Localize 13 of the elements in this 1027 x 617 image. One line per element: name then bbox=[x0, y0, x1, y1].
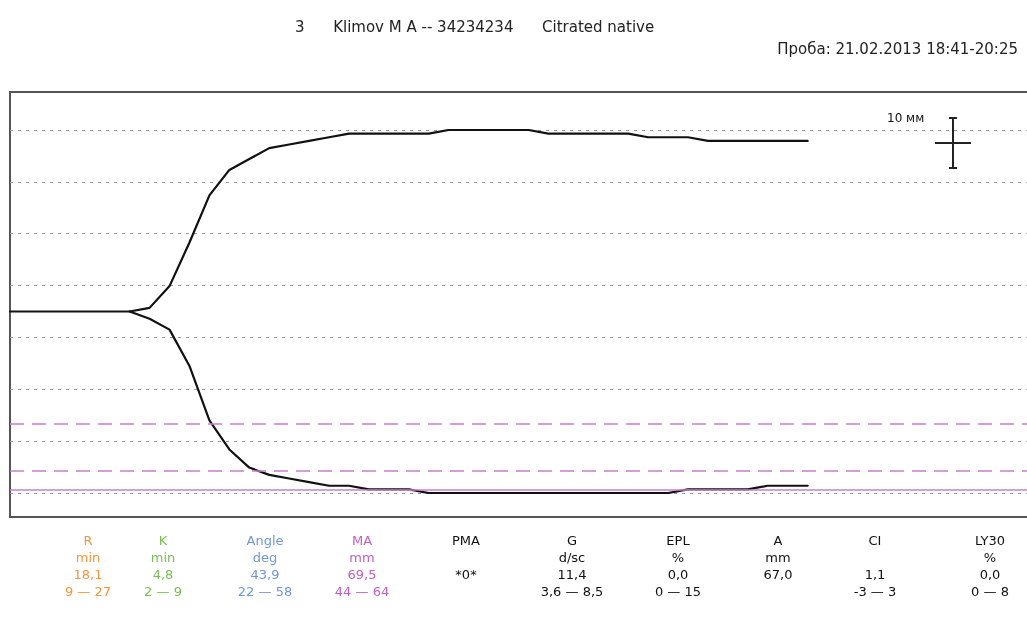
text: CI 1,1 -3 — 3 bbox=[853, 533, 897, 599]
text: Angle deg 43,9 22 — 58 bbox=[237, 533, 293, 599]
text: 10 мм bbox=[887, 111, 925, 125]
text: K min 4,8 2 — 9 bbox=[144, 533, 182, 599]
text: PMA *0* bbox=[452, 533, 480, 582]
text: MA mm 69,5 44 — 64 bbox=[334, 533, 390, 599]
text: EPL % 0,0 0 — 15 bbox=[654, 533, 702, 599]
text: LY30 % 0,0 0 — 8 bbox=[971, 533, 1009, 599]
chart-title: 3 Klimov M A -- 34234234 Citrated native bbox=[295, 17, 655, 36]
text: Проба: 21.02.2013 18:41-20:25 bbox=[777, 39, 1018, 58]
text: A mm 67,0 bbox=[763, 533, 793, 582]
text: G d/sc 11,4 3,6 — 8,5 bbox=[540, 533, 604, 599]
text: R min 18,1 9 — 27 bbox=[64, 533, 112, 599]
